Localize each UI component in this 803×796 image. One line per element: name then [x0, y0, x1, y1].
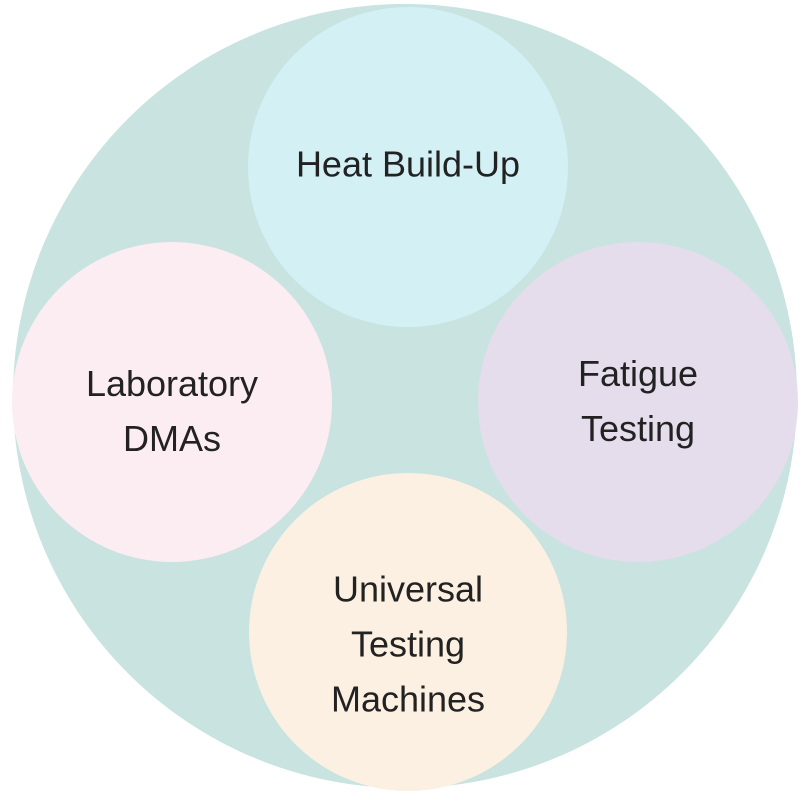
node-circle [248, 7, 568, 327]
node-circle [478, 242, 798, 562]
node-label: Fatigue [578, 353, 698, 394]
node-label: Testing [351, 624, 465, 665]
node-label: Testing [581, 408, 695, 449]
outer-circle [13, 4, 797, 788]
node-label: Universal [333, 569, 483, 610]
node-label: DMAs [123, 418, 221, 459]
node-label: Heat Build-Up [296, 144, 520, 185]
node-circle [249, 473, 567, 791]
node-circle [12, 242, 332, 562]
node-label: Machines [331, 679, 485, 720]
node-label: Laboratory [86, 363, 258, 404]
